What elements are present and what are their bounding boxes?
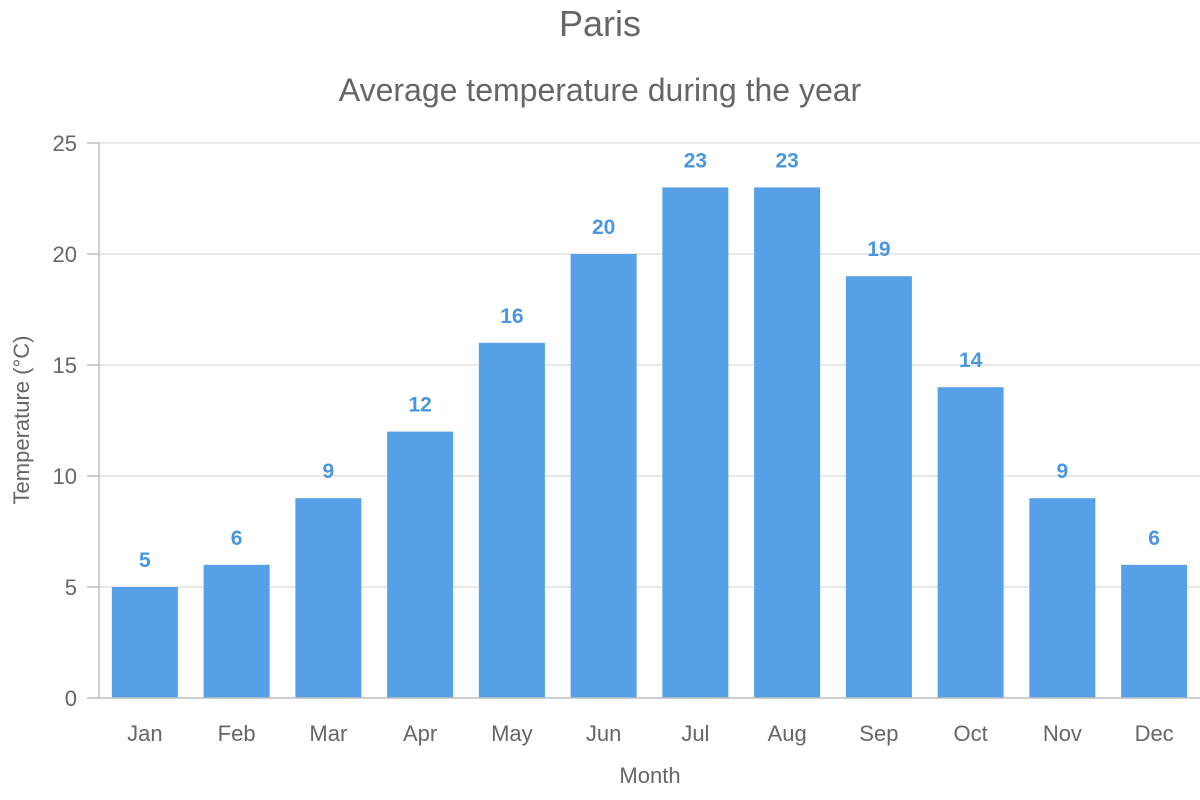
- y-tick-label: 20: [53, 242, 77, 267]
- bar-may: [478, 342, 545, 698]
- data-label-feb: 6: [231, 527, 243, 550]
- y-axis-ticks: 0 5 10 15 20 25: [53, 131, 100, 711]
- data-label-nov: 9: [1057, 460, 1069, 483]
- x-tick-label-jan: Jan: [127, 721, 162, 746]
- x-tick-label-aug: Aug: [768, 721, 807, 746]
- bar-sep: [845, 276, 912, 698]
- bar-apr: [387, 431, 454, 698]
- x-tick-label-oct: Oct: [954, 721, 988, 746]
- y-tick-label: 0: [65, 686, 77, 711]
- data-label-dec: 6: [1148, 527, 1160, 550]
- data-label-jun: 20: [592, 216, 615, 239]
- x-tick-label-feb: Feb: [218, 721, 256, 746]
- bar-jan: [111, 587, 178, 698]
- bar-feb: [203, 564, 270, 698]
- chart-title: Paris: [559, 3, 641, 44]
- data-label-oct: 14: [959, 349, 983, 372]
- y-tick-label: 10: [53, 464, 77, 489]
- bar-jun: [570, 254, 637, 698]
- y-axis-title: Temperature (°C): [9, 336, 34, 505]
- x-tick-label-apr: Apr: [403, 721, 437, 746]
- x-axis-title: Month: [619, 763, 680, 788]
- bar-mar: [295, 498, 362, 698]
- bars: [111, 187, 1188, 698]
- x-axis-ticks: Jan Feb Mar Apr May Jun Jul Aug Sep Oct Nov Dec: [127, 721, 1174, 746]
- x-tick-label-nov: Nov: [1043, 721, 1082, 746]
- data-label-aug: 23: [775, 149, 798, 172]
- data-label-apr: 12: [408, 394, 431, 417]
- data-labels: 5 6 9 12 16 20 23 23 19 14 9 6: [139, 149, 1160, 572]
- data-label-may: 16: [500, 305, 523, 328]
- chart-subtitle: Average temperature during the year: [339, 72, 862, 108]
- bar-aug: [754, 187, 821, 698]
- x-tick-label-sep: Sep: [859, 721, 898, 746]
- y-tick-label: 25: [53, 131, 77, 156]
- y-tick-label: 5: [65, 575, 77, 600]
- data-label-jul: 23: [684, 149, 707, 172]
- x-tick-label-jun: Jun: [586, 721, 621, 746]
- grid-lines: [99, 142, 1200, 588]
- data-label-sep: 19: [867, 238, 890, 261]
- x-tick-label-may: May: [491, 721, 533, 746]
- data-label-mar: 9: [323, 460, 335, 483]
- bar-oct: [937, 387, 1004, 698]
- bar-nov: [1029, 498, 1096, 698]
- x-tick-label-mar: Mar: [309, 721, 347, 746]
- data-label-jan: 5: [139, 549, 151, 572]
- x-tick-label-jul: Jul: [681, 721, 709, 746]
- y-tick-label: 15: [53, 353, 77, 378]
- x-tick-label-dec: Dec: [1135, 721, 1174, 746]
- bar-jul: [662, 187, 729, 698]
- bar-dec: [1121, 564, 1188, 698]
